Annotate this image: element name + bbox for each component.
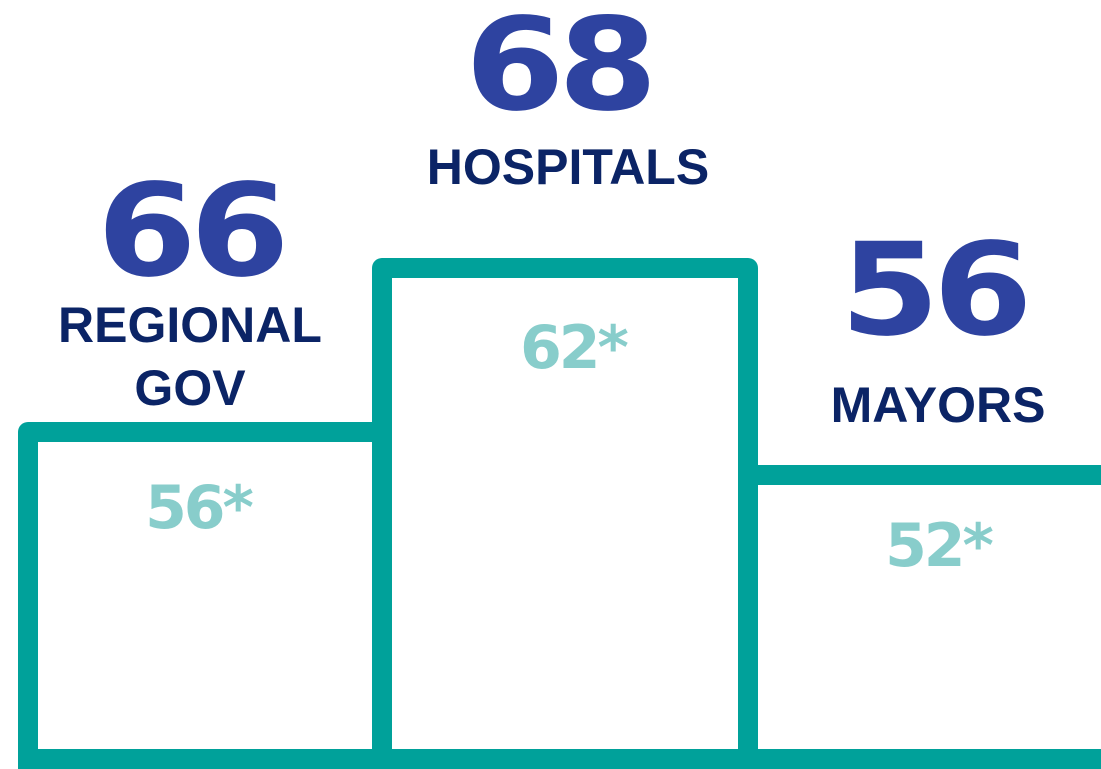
label: REGIONAL GOV [58,297,322,416]
previous-value: 62* [520,313,629,383]
label: HOSPITALS [426,139,710,195]
big-number: 66 [96,157,290,306]
big-number: 56 [839,216,1033,365]
label: MAYORS [830,377,1046,433]
previous-value: 52* [885,511,994,581]
big-number: 68 [464,0,658,140]
previous-value: 56* [145,473,254,543]
